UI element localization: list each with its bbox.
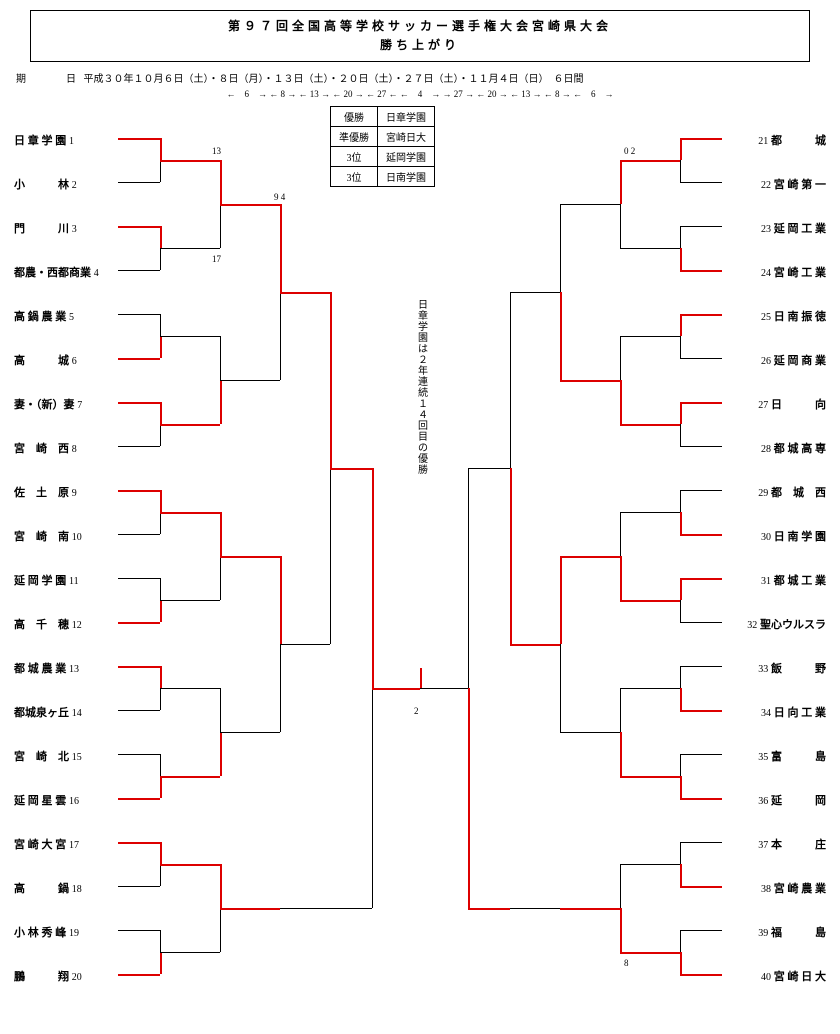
team-right: 29 都 城 西 xyxy=(758,484,826,500)
team-left: 日 章 学 園 1 xyxy=(14,132,74,148)
team-left: 高 城 6 xyxy=(14,352,77,368)
team-right: 30 日 南 学 園 xyxy=(761,528,826,544)
team-right: 25 日 南 振 徳 xyxy=(761,308,826,324)
team-right: 26 延 岡 商 業 xyxy=(761,352,826,368)
team-left: 都城泉ヶ丘 14 xyxy=(14,704,82,720)
title-box: 第９７回全国高等学校サッカー選手権大会宮崎県大会 勝ち上がり xyxy=(30,10,810,62)
team-left: 高 鍋 18 xyxy=(14,880,82,896)
team-left: 門 川 3 xyxy=(14,220,77,236)
results-place: 3位 xyxy=(331,167,378,187)
team-right: 38 宮 崎 農 業 xyxy=(761,880,826,896)
results-team: 宮崎日大 xyxy=(378,127,435,147)
results-team: 日南学園 xyxy=(378,167,435,187)
team-right: 21 都 城 xyxy=(758,132,826,148)
results-place: 優勝 xyxy=(331,107,378,127)
team-right: 27 日 向 xyxy=(758,396,826,412)
team-left: 佐 土 原 9 xyxy=(14,484,77,500)
team-left: 都農・西都商業 4 xyxy=(14,264,99,280)
team-right: 40 宮 崎 日 大 xyxy=(761,968,826,984)
team-right: 33 飯 野 xyxy=(758,660,826,676)
bracket-diagram: 優勝日章学園 準優勝宮崎日大 3位延岡学園 3位日南学園 日章学園は２年連続１４… xyxy=(10,104,830,1024)
team-right: 36 延 岡 xyxy=(758,792,826,808)
team-left: 延 岡 学 園 11 xyxy=(14,572,79,588)
team-right: 23 延 岡 工 業 xyxy=(761,220,826,236)
title-line2: 勝ち上がり xyxy=(41,36,799,55)
team-left: 宮 崎 南 10 xyxy=(14,528,82,544)
results-team: 日章学園 xyxy=(378,107,435,127)
team-right: 32 聖心ウルスラ xyxy=(747,616,826,632)
team-left: 延 岡 星 雲 16 xyxy=(14,792,79,808)
team-right: 34 日 向 工 業 xyxy=(761,704,826,720)
results-place: 準優勝 xyxy=(331,127,378,147)
team-right: 28 都 城 高 専 xyxy=(761,440,826,456)
team-left: 都 城 農 業 13 xyxy=(14,660,79,676)
team-left: 妻・（新）妻 7 xyxy=(14,396,82,412)
team-right: 35 富 島 xyxy=(758,748,826,764)
team-left: 高 鍋 農 業 5 xyxy=(14,308,74,324)
team-left: 宮 崎 北 15 xyxy=(14,748,82,764)
team-left: 宮 崎 西 8 xyxy=(14,440,77,456)
team-right: 24 宮 崎 工 業 xyxy=(761,264,826,280)
round-arrows: ← 6 → ← 8 → ← 13 → ← 20 → ← 27 ← ← 4 → →… xyxy=(10,87,830,100)
date-label: 期 日 xyxy=(16,74,76,85)
team-left: 高 千 穂 12 xyxy=(14,616,82,632)
team-left: 鵬 翔 20 xyxy=(14,968,82,984)
results-table: 優勝日章学園 準優勝宮崎日大 3位延岡学園 3位日南学園 xyxy=(330,106,435,187)
dates-row: 期 日 平成３０年１０月６日（土）・８日（月）・１３日（土）・２０日（土）・２７… xyxy=(10,70,830,85)
center-note: 日章学園は２年連続１４回目の優勝 xyxy=(418,300,432,476)
dates-text: 平成３０年１０月６日（土）・８日（月）・１３日（土）・２０日（土）・２７日（土）… xyxy=(84,74,584,85)
title-line1: 第９７回全国高等学校サッカー選手権大会宮崎県大会 xyxy=(41,17,799,36)
team-right: 22 宮 崎 第 一 xyxy=(761,176,826,192)
results-team: 延岡学園 xyxy=(378,147,435,167)
team-left: 小 林 秀 峰 19 xyxy=(14,924,79,940)
results-place: 3位 xyxy=(331,147,378,167)
team-right: 31 都 城 工 業 xyxy=(761,572,826,588)
team-right: 39 福 島 xyxy=(758,924,826,940)
team-left: 小 林 2 xyxy=(14,176,77,192)
team-right: 37 本 庄 xyxy=(758,836,826,852)
team-left: 宮 崎 大 宮 17 xyxy=(14,836,79,852)
